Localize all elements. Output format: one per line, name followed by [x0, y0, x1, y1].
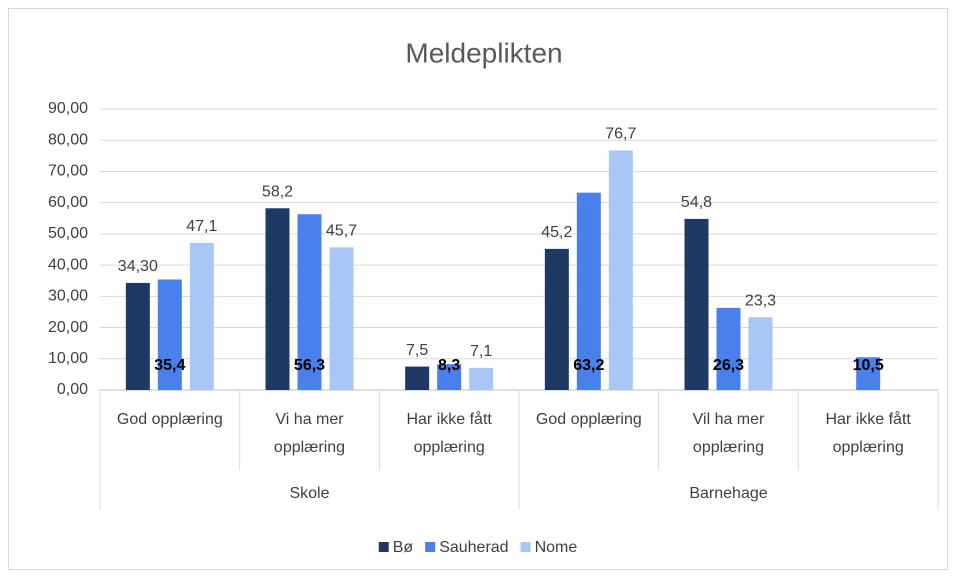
legend-label: Nome — [535, 539, 578, 556]
data-label: 7,5 — [406, 342, 428, 359]
x-tick-label: God opplæring — [535, 411, 642, 428]
y-tick-label: 50,00 — [48, 225, 88, 242]
legend-swatch — [425, 542, 436, 552]
y-tick-label: 0,00 — [57, 381, 88, 398]
data-label: 35,4 — [154, 357, 185, 374]
y-tick-label: 70,00 — [48, 163, 88, 180]
data-label: 7,1 — [470, 343, 492, 360]
data-label: 54,8 — [681, 194, 712, 211]
bar — [576, 192, 601, 390]
bar — [265, 208, 290, 390]
data-label: 45,7 — [326, 223, 357, 240]
bar — [437, 364, 462, 390]
data-label: 10,5 — [853, 357, 884, 374]
data-label: 26,3 — [713, 357, 744, 374]
bar — [544, 248, 569, 390]
y-tick-label: 80,00 — [48, 131, 88, 148]
legend-label: Sauherad — [439, 539, 508, 556]
y-tick-label: 90,00 — [48, 100, 88, 117]
y-tick-label: 40,00 — [48, 256, 88, 273]
bar — [469, 367, 494, 390]
data-label: 47,1 — [186, 218, 217, 235]
data-label: 63,2 — [573, 357, 604, 374]
bar — [856, 357, 881, 390]
x-tick-label: Har ikke fått opplæring — [406, 411, 492, 456]
x-tick-label: Vil ha mer opplæring — [692, 411, 765, 456]
x-tick-label: God opplæring — [116, 411, 223, 428]
group-label: Skole — [289, 485, 329, 502]
legend-swatch — [378, 542, 389, 552]
bar — [748, 317, 773, 390]
data-label: 45,2 — [541, 224, 572, 241]
x-tick-label: Har ikke fått opplæring — [825, 411, 911, 456]
legend-label: Bø — [393, 539, 414, 556]
bar — [716, 307, 741, 390]
y-tick-label: 20,00 — [48, 319, 88, 336]
y-tick-label: 30,00 — [48, 288, 88, 305]
bar — [157, 279, 182, 390]
data-label: 58,2 — [262, 184, 293, 201]
data-label: 34,30 — [118, 258, 158, 275]
chart-title: Meldeplikten — [405, 37, 562, 68]
data-label: 76,7 — [605, 126, 636, 143]
bar — [684, 218, 709, 390]
data-label: 8,3 — [438, 357, 460, 374]
legend-swatch — [520, 542, 531, 552]
bar — [189, 242, 214, 390]
data-label: 56,3 — [294, 357, 325, 374]
bar — [297, 214, 322, 390]
data-label: 23,3 — [745, 292, 776, 309]
y-tick-label: 60,00 — [48, 194, 88, 211]
bar — [405, 366, 430, 390]
bar — [329, 247, 354, 390]
bar — [608, 150, 633, 390]
group-label: Barnehage — [689, 485, 767, 502]
x-tick-label: Vi ha mer opplæring — [273, 411, 346, 456]
bar — [125, 282, 150, 390]
y-tick-label: 10,00 — [48, 350, 88, 367]
